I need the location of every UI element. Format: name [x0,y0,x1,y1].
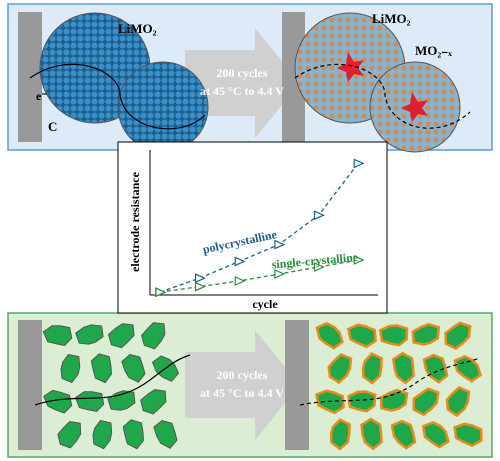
particle [107,323,135,349]
point [313,210,325,221]
particle [60,354,81,384]
label: LiMO₂ [372,11,411,26]
particle [121,353,146,383]
particle [453,355,482,383]
electron-path [299,357,481,406]
arrow-text: 200 cycles [217,66,268,80]
point [234,276,246,286]
point [313,262,325,272]
particle [347,390,377,413]
particle [445,386,471,418]
process-arrow [185,28,300,138]
label: MO₂₋ₓ [415,43,452,58]
label: C [48,119,57,134]
particle [42,325,73,347]
particle [329,418,351,451]
particle [153,420,178,449]
particle [361,352,383,385]
y-axis-label: electrode resistance [128,171,142,272]
crack [337,52,364,82]
particle [327,353,353,385]
particle [346,323,377,349]
particle [453,422,483,447]
current-collector [285,320,309,450]
electron-path [294,63,471,129]
point [194,281,207,292]
electron-path [29,63,206,130]
particle [141,322,166,350]
arrow-text: at 45 °C to 4.4 V [200,386,284,400]
particle [411,322,441,346]
point [353,255,365,265]
point [234,256,246,267]
particle [92,419,113,450]
particle [421,421,450,449]
point [353,158,365,169]
arrow-text: at 45 °C to 4.4 V [200,84,284,98]
point [194,273,207,284]
particle [378,324,409,347]
particle [117,61,209,153]
particle [444,321,472,350]
label: e⁻ [36,89,48,103]
series-line [159,163,359,293]
point [274,269,286,279]
particle [74,391,105,412]
process-arrow [185,330,300,440]
bottom-scheme: 200 cycles at 45 °C to 4.4 V [18,320,483,451]
electron-path [34,354,191,406]
particle [360,417,383,451]
x-axis-label: cycle [252,297,278,311]
particle [392,351,415,385]
particle [90,353,113,384]
particle [412,387,440,417]
particle [57,420,82,449]
series-line [159,259,359,293]
crack [401,92,428,122]
current-collector [18,12,42,142]
particle [43,389,73,414]
label: LiMO₂ [118,21,157,36]
arrow-text: 200 cycles [217,368,268,382]
particle [140,389,167,415]
current-collector [282,12,305,142]
top-scheme: LiMO₂ e⁻ C 200 cycles at 45 °C to 4.4 V … [18,11,471,153]
particle [122,419,145,450]
point [155,287,167,298]
particle [379,388,409,412]
point [274,239,286,250]
particle [315,321,344,350]
current-collector [18,320,42,450]
particle [75,324,104,345]
inset-chart [117,141,388,314]
particle [422,353,449,384]
particle [390,419,417,450]
